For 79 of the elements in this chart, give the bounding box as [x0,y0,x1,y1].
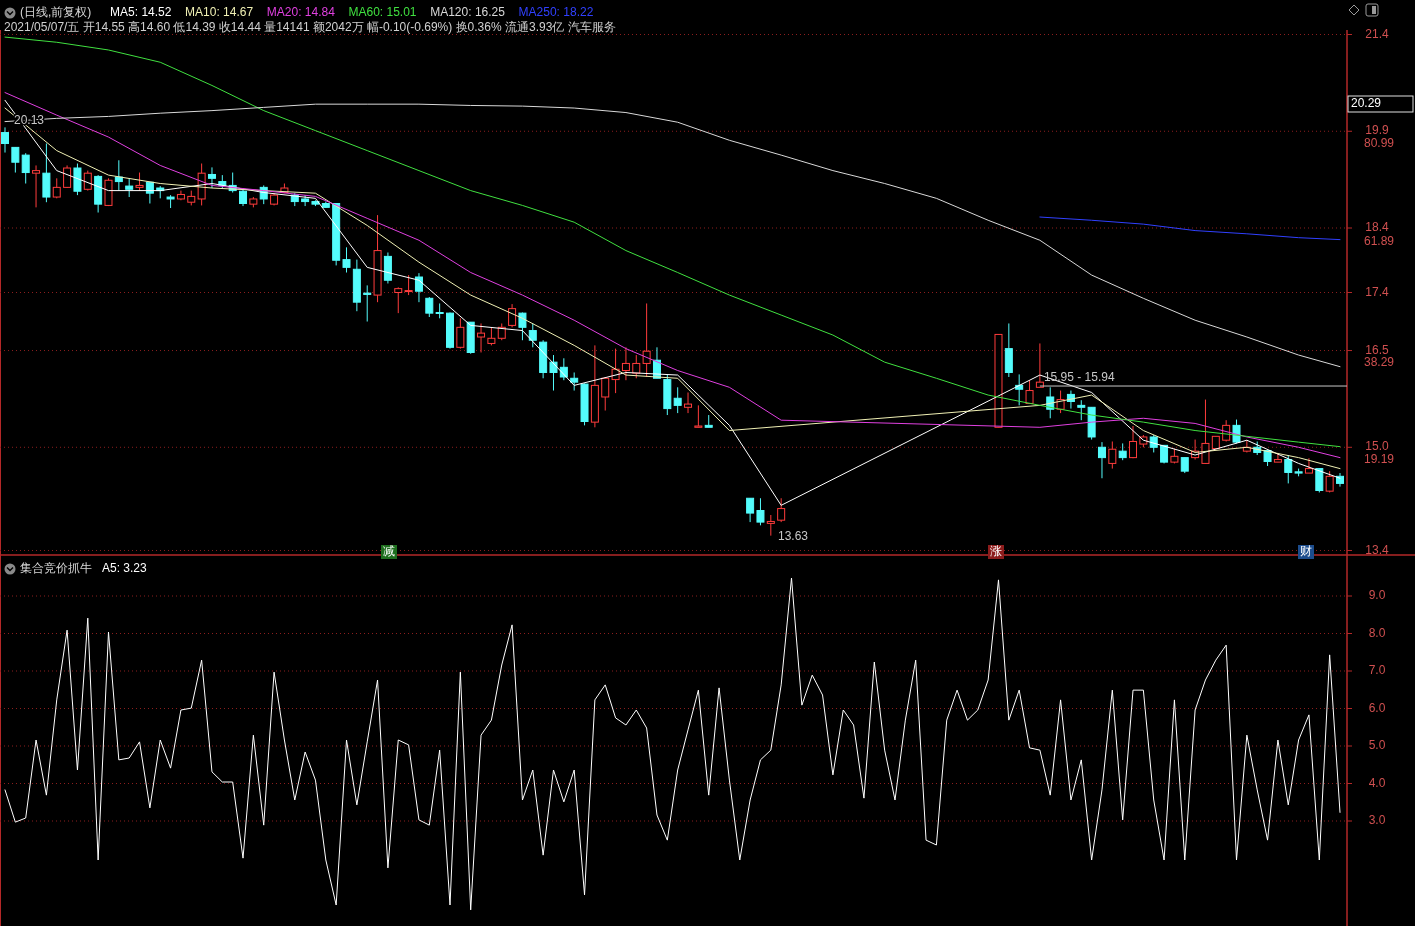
candlestick [363,284,372,323]
candlestick [21,152,30,184]
y-tick-label: 19.9 [1365,123,1389,138]
text: 20.29 [1351,96,1382,111]
text: MA10: 14.67 [185,5,254,20]
candlestick [383,252,392,284]
text: A5: 3.23 [102,561,148,576]
candlestick [508,303,517,328]
candlestick [528,322,537,348]
candlestick [125,177,134,198]
candlestick [1108,440,1117,470]
candlestick [1004,322,1013,378]
candlestick [1097,441,1106,479]
annotation: 13.63 [778,529,809,543]
candlestick [239,187,248,207]
candlestick [642,302,651,378]
y-tick-label: 16.5 [1365,342,1389,357]
y-tick-label: 7.0 [1368,663,1386,678]
candlestick [1284,454,1293,484]
candlestick [11,146,20,174]
chart-subtitle: 2021/05/07/五 开14.55 高14.60 低14.39 收14.44 量14141 额2042万 幅-0.10(-0.69%) 换0.36% 流通3.93亿 汽车服务 [4,20,616,35]
candlestick [414,272,423,303]
candlestick [601,376,610,412]
candlestick [425,296,434,318]
y-tick-label: 15.0 [1365,439,1389,454]
candlestick [32,164,41,208]
candlestick [1129,425,1138,459]
y-tick-label: 18.4 [1365,220,1389,235]
candlestick [766,514,775,537]
line-series [4,577,1341,911]
candlestick [549,354,558,392]
y-tick-label: 9.0 [1368,588,1386,603]
candlestick [746,497,755,523]
ref-line-label: 15.95 - 15.94 [1043,370,1115,385]
y2-tick-label: 19.19 [1363,452,1395,467]
line-series [4,36,1341,448]
y-tick-label: 5.0 [1368,738,1386,753]
candlestick [570,371,579,392]
text: MA60: 15.01 [348,5,417,20]
text: MA20: 14.84 [266,5,336,20]
candlestick [673,386,682,414]
candlestick [73,163,82,196]
y2-tick-label: 38.29 [1363,354,1395,369]
candlestick [342,246,351,274]
candlestick [1,126,9,154]
text: MA250: 18.22 [518,5,594,20]
candlestick [404,274,413,296]
candlestick [456,317,465,350]
candlestick [518,311,527,341]
candlestick [207,166,216,189]
y-tick-label: 3.0 [1368,813,1386,828]
candlestick [1201,399,1210,464]
candlestick [756,497,765,526]
y-tick-label: 4.0 [1368,775,1386,790]
y2-tick-label: 80.99 [1363,136,1395,151]
candlestick [777,497,786,523]
candlestick [394,286,403,314]
candlestick [694,404,703,428]
y2-tick-label: 61.89 [1363,234,1395,249]
text: MA5: 14.52 [110,5,172,20]
candlestick [621,346,630,381]
text: MA120: 16.25 [430,5,506,20]
candlestick [487,326,496,346]
candlestick [684,391,693,414]
y-tick-label: 13.4 [1365,542,1389,557]
candlestick [135,172,144,192]
chart-title: 集合竞价抓牛 [20,561,92,576]
y-tick-label: 17.4 [1365,284,1389,299]
y-tick-label: 8.0 [1368,625,1386,640]
candlestick [1304,457,1313,474]
candlestick [1035,342,1044,388]
line-series [4,103,1341,368]
line-series [1039,216,1341,241]
candlestick [42,143,51,203]
y-tick-label: 6.0 [1368,700,1386,715]
y-tick-label: 21.4 [1365,26,1389,41]
candlestick [1077,399,1086,421]
candlestick [477,322,486,353]
chart-title: (日线,前复权) [20,5,92,20]
